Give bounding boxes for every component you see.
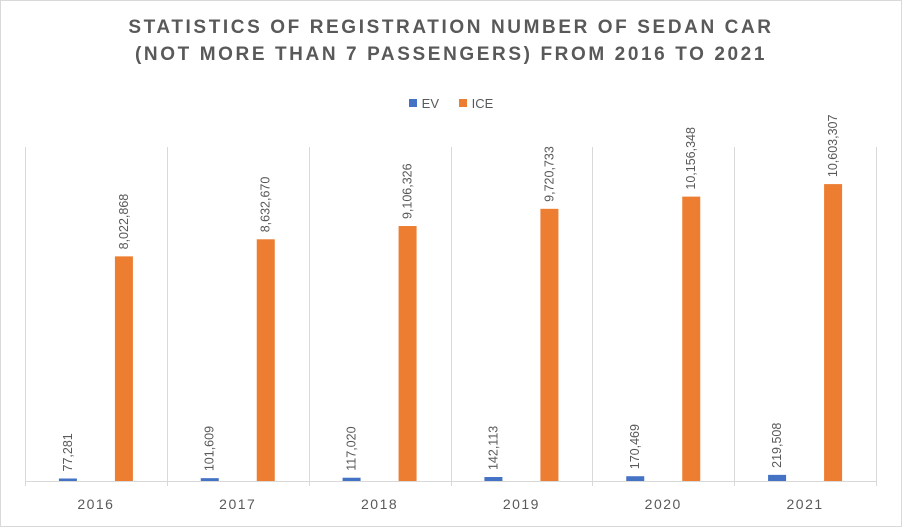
data-label-ev: 101,609 [203, 426, 217, 471]
chart-legend: EV ICE [0, 95, 902, 111]
bar-ev [58, 478, 77, 481]
chart-title: STATISTICS OF REGISTRATION NUMBER OF SED… [0, 14, 902, 68]
bar-ev [484, 477, 503, 481]
legend-label-ev: EV [421, 95, 440, 111]
data-label-ice: 9,720,733 [542, 146, 556, 202]
data-label-ice: 9,106,326 [401, 163, 415, 219]
bar-ev [768, 474, 787, 481]
x-tick-label: 2020 [645, 496, 682, 512]
chart-title-line-2: (NOT MORE THAN 7 PASSENGERS) FROM 2016 T… [134, 44, 767, 65]
bar-ice [256, 239, 275, 481]
bar-ev [626, 476, 645, 481]
data-label-ev: 117,020 [345, 426, 359, 470]
legend-label-ice: ICE [471, 95, 494, 111]
data-label-ev: 170,469 [628, 424, 642, 469]
legend-swatch-ice [458, 99, 467, 107]
x-tick-label: 2017 [219, 496, 256, 512]
bar-ice [682, 196, 701, 481]
data-label-ev: 142,113 [486, 426, 500, 470]
x-tick-label: 2016 [77, 496, 114, 512]
legend-item-ice: ICE [458, 95, 494, 111]
data-label-ice: 10,603,307 [826, 114, 840, 177]
legend-swatch-ev [408, 99, 417, 107]
data-label-ice: 10,156,348 [684, 127, 698, 190]
data-label-ice: 8,022,868 [117, 194, 131, 250]
legend-item-ev: EV [408, 95, 440, 111]
data-label-ev: 77,281 [61, 433, 75, 471]
bar-ice [398, 226, 417, 481]
bar-ice [540, 208, 559, 482]
bar-ice [114, 256, 133, 481]
bar-ev [200, 478, 219, 481]
x-tick-label: 2021 [787, 496, 824, 512]
bar-ice [824, 184, 843, 481]
x-tick-label: 2019 [503, 496, 540, 512]
data-label-ev: 219,508 [770, 423, 784, 468]
chart-title-line-1: STATISTICS OF REGISTRATION NUMBER OF SED… [128, 17, 774, 38]
x-tick-label: 2018 [361, 496, 398, 512]
data-label-ice: 8,632,670 [259, 177, 273, 233]
bar-ev [342, 477, 361, 481]
